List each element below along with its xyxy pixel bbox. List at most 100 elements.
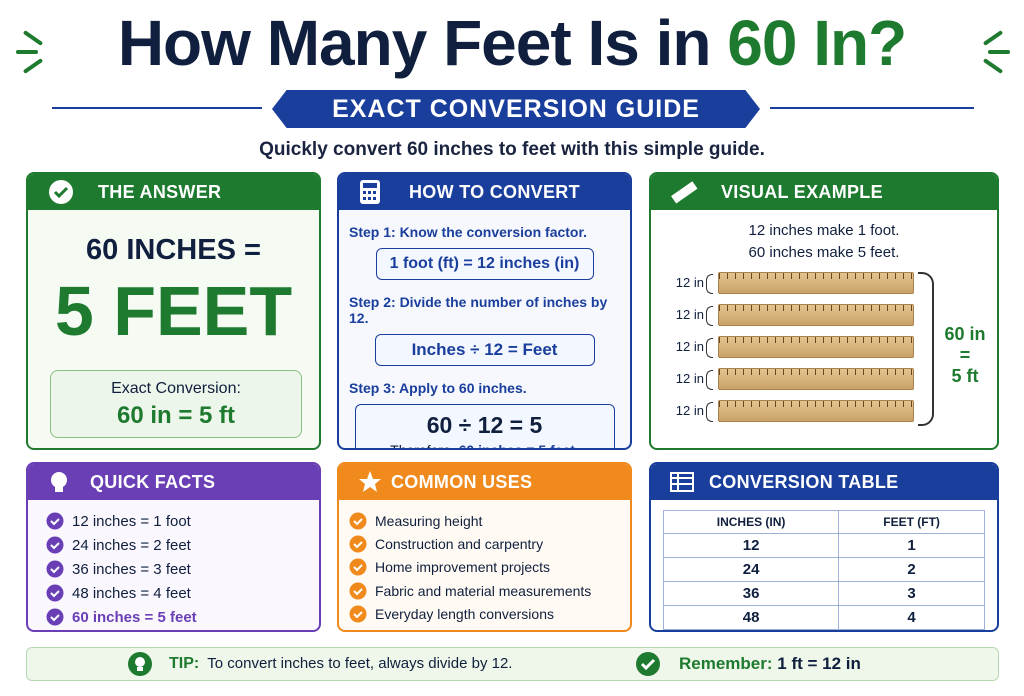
item-text: Fabric and material measurements: [375, 582, 592, 599]
icon: [359, 471, 381, 492]
table-cell: 1: [838, 533, 985, 558]
title-highlight: 60 In?: [727, 7, 907, 79]
conversion-table: INCHES (IN)FEET (FT)121242363484605: [662, 510, 985, 630]
list-item: Measuring height: [349, 509, 630, 532]
remember-label: Remember:: [679, 654, 773, 673]
check-icon: [349, 558, 367, 576]
answer-result: 5 FEET: [54, 272, 293, 350]
remember: Remember: 1 ft = 12 in: [679, 654, 861, 674]
brace: [918, 272, 934, 426]
uses-panel: COMMON USES Measuring height Construction…: [337, 462, 632, 632]
list-item: 60 inches = 5 feet: [46, 605, 319, 629]
table-row: 36 3: [662, 581, 985, 606]
table-row: 605: [662, 629, 985, 630]
ruler-label: 12 in: [675, 339, 704, 354]
list-item: Everyday length conversions: [349, 603, 630, 626]
answer-line: 60 INCHES =: [86, 234, 261, 266]
table-cell: 36: [662, 581, 840, 606]
check-icon: [46, 584, 64, 602]
check-icon: [46, 608, 64, 626]
table-cell: 3: [838, 581, 985, 606]
total-eq: =: [959, 345, 971, 365]
answer-box: Exact Conversion: 60 in = 5 ft: [50, 370, 302, 438]
table-cell: 24: [662, 557, 840, 582]
decor: [16, 50, 38, 54]
table-cell: 60: [662, 629, 840, 630]
table-row: 48 4: [662, 605, 985, 630]
table-row: 12 1: [662, 533, 985, 558]
total: 60 in = 5 ft: [936, 324, 994, 387]
panel-heading: CONVERSION TABLE: [651, 464, 997, 500]
note-highlight: 60 inches = 5 feet.: [458, 442, 579, 450]
table-cell: 48: [662, 605, 840, 630]
icon: [636, 652, 660, 676]
total-value: 60 in: [944, 324, 986, 344]
footer: TIP: To convert inches to feet, always d…: [26, 647, 999, 681]
visual-line: 12 inches make 1 foot.: [748, 222, 900, 239]
ruler-label: 12 in: [675, 275, 704, 290]
panel-heading: HOW TO CONVERT: [339, 174, 630, 210]
decor: [988, 50, 1010, 54]
panel-heading: VISUAL EXAMPLE: [651, 174, 997, 210]
facts-panel: QUICK FACTS 12 inches = 1 foot 24 inches …: [26, 462, 321, 632]
rule: [770, 107, 974, 109]
box-value: 60 in = 5 ft: [116, 402, 236, 429]
ruler: [718, 368, 914, 390]
item-text: Measuring height: [375, 512, 483, 529]
panel-heading: QUICK FACTS: [28, 464, 319, 500]
ruler: [718, 400, 914, 422]
table-header: INCHES (IN) FEET (FT): [662, 510, 985, 534]
heading-text: HOW TO CONVERT: [409, 182, 580, 202]
rule: [52, 107, 262, 109]
note: Therefore, 60 inches = 5 feet.: [356, 442, 614, 450]
ruler-brace: [706, 402, 713, 422]
banner: EXACT CONVERSION GUIDE: [272, 90, 760, 128]
column-header: INCHES (IN): [662, 510, 840, 534]
heading-text: CONVERSION TABLE: [709, 472, 899, 492]
step-label: Step 2: Divide the number of inches by 1…: [349, 294, 608, 326]
icon: [671, 181, 698, 204]
ruler-brace: [706, 274, 713, 294]
tip-text: To convert inches to feet, always divide…: [207, 655, 513, 672]
ruler-brace: [706, 338, 713, 358]
table-panel: CONVERSION TABLE INCHES (IN) FEET (FT) 12 1…: [649, 462, 999, 632]
uses-list: Measuring height Construction and carpent…: [339, 500, 630, 626]
icon: [51, 472, 67, 492]
list-item: 12 inches = 1 foot: [46, 509, 319, 533]
icon: [670, 472, 694, 492]
formula: 60 ÷ 12 = 5: [426, 412, 543, 438]
formula: 1 foot (ft) = 12 inches (in): [375, 248, 594, 280]
ruler-label: 12 in: [675, 371, 704, 386]
box-label: Exact Conversion:: [111, 380, 241, 397]
check-icon: [46, 512, 64, 530]
item-text: Construction and carpentry: [375, 536, 544, 553]
item-text: 24 inches = 2 feet: [72, 536, 191, 554]
table-cell: 4: [838, 605, 985, 630]
item-text: Everyday length conversions: [375, 606, 554, 623]
step-label: Step 1: Know the conversion factor.: [349, 224, 588, 240]
subtitle: Quickly convert 60 inches to feet with t…: [259, 139, 765, 160]
how-panel: HOW TO CONVERT Step 1: Know the conversi…: [337, 172, 632, 450]
list-item: Home improvement projects: [349, 556, 630, 579]
table-cell: 12: [662, 533, 840, 558]
icon: [49, 180, 73, 204]
tip-label: TIP:: [169, 655, 200, 672]
title: How Many Feet Is in 60 In?: [0, 6, 1024, 80]
list-item: Construction and carpentry: [349, 532, 630, 555]
item-text: 48 inches = 4 feet: [72, 584, 191, 602]
total-result: 5 ft: [951, 366, 979, 386]
item-text: 12 inches = 1 foot: [72, 512, 191, 530]
check-icon: [349, 605, 367, 623]
formula: Inches ÷ 12 = Feet: [374, 334, 595, 366]
remember-value: 1 ft = 12 in: [777, 654, 861, 673]
tip: TIP: To convert inches to feet, always d…: [169, 655, 512, 673]
table-body: 121242363484605: [662, 533, 985, 630]
heading-text: VISUAL EXAMPLE: [721, 182, 883, 202]
table-cell: 2: [838, 557, 985, 582]
note-prefix: Therefore,: [390, 442, 455, 450]
table-cell: 5: [838, 629, 985, 630]
step-label: Step 3: Apply to 60 inches.: [349, 380, 527, 396]
ruler-brace: [706, 370, 713, 390]
check-icon: [46, 536, 64, 554]
